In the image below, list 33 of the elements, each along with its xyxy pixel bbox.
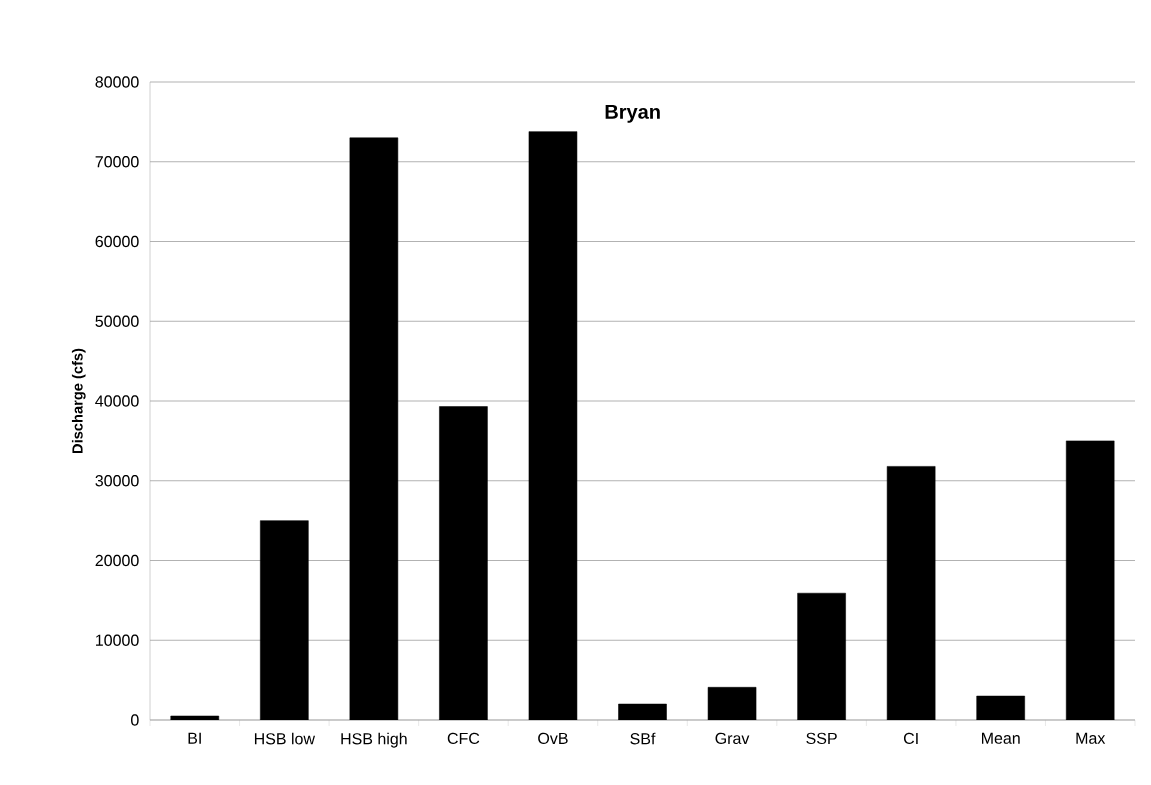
bar: [707, 687, 757, 720]
y-tick-label: 30000: [95, 475, 139, 487]
y-tick-label: 40000: [95, 395, 139, 407]
bar: [349, 137, 399, 720]
y-tick-label: 80000: [95, 76, 139, 88]
y-tick-label: 10000: [96, 634, 139, 646]
y-tick-label: 60000: [95, 235, 139, 248]
bar: [260, 520, 309, 720]
bar: [797, 592, 846, 720]
y-axis-title: Discharge (cfs): [71, 348, 86, 453]
x-tick-label: HSB high: [341, 732, 407, 748]
x-tick-label: SBf: [630, 732, 656, 745]
x-tick-label: BI: [188, 732, 201, 744]
x-tick-label: Grav: [715, 732, 750, 745]
y-tick-label: 0: [131, 714, 139, 726]
bar: [170, 715, 220, 720]
bar: [439, 406, 488, 720]
y-tick-label: 50000: [95, 315, 139, 327]
y-tick-label: 20000: [95, 554, 139, 567]
x-tick-label: Mean: [982, 732, 1020, 744]
bar: [528, 131, 578, 720]
bar: [1065, 440, 1115, 720]
bar: [886, 466, 936, 720]
text: Bryan: [605, 104, 660, 123]
x-tick-label: CI: [903, 732, 918, 745]
bar: [618, 703, 667, 720]
bar: [976, 695, 1025, 720]
x-tick-label: CFC: [447, 732, 480, 745]
x-tick-label: HSB low: [254, 732, 316, 745]
y-tick-label: 70000: [95, 156, 139, 168]
x-tick-label: OvB: [538, 732, 568, 745]
x-tick-label: SSP: [806, 732, 837, 745]
x-tick-label: Max: [1076, 732, 1106, 744]
